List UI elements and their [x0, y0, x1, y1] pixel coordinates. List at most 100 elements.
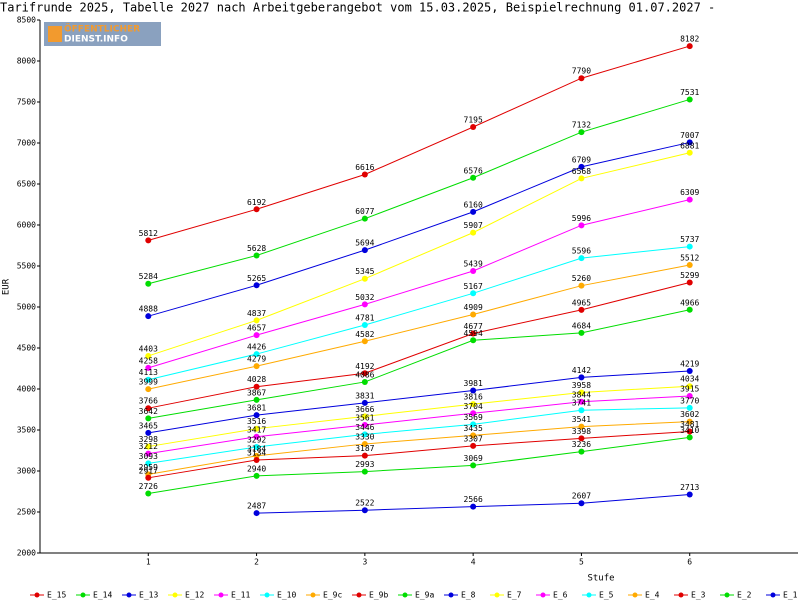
data-point — [361, 413, 368, 420]
data-point — [361, 321, 368, 328]
legend-label: E_15 — [47, 591, 66, 600]
y-tick-label: 6000 — [17, 221, 36, 230]
value-label: 3569 — [464, 413, 483, 422]
value-label: 5299 — [680, 271, 699, 280]
value-label: 4142 — [572, 366, 591, 375]
legend-marker — [172, 592, 178, 598]
value-label: 5345 — [355, 267, 374, 276]
value-label: 4657 — [247, 324, 266, 333]
series-line — [148, 98, 690, 285]
legend-label: E_3 — [691, 591, 706, 600]
data-point — [145, 443, 152, 450]
value-label: 2487 — [247, 502, 266, 511]
data-point — [686, 392, 693, 399]
data-point — [578, 448, 585, 455]
y-tick-label: 2000 — [17, 549, 36, 558]
data-point — [253, 457, 260, 464]
series-line — [148, 421, 690, 475]
value-label: 3867 — [247, 388, 266, 397]
logo-icon — [48, 26, 62, 42]
value-label: 4888 — [139, 305, 158, 314]
data-point — [470, 387, 477, 394]
value-label: 3831 — [355, 391, 374, 400]
y-tick-label: 4000 — [17, 385, 36, 394]
data-point — [470, 432, 477, 439]
logo-text: DIENST.INFO — [64, 35, 128, 45]
legend-marker — [540, 592, 546, 598]
value-label: 3681 — [247, 404, 266, 413]
legend-label: E_9b — [369, 591, 388, 600]
data-point — [361, 431, 368, 438]
data-point — [578, 75, 585, 82]
value-label: 4684 — [572, 321, 591, 330]
legend-label: E_10 — [277, 591, 296, 600]
value-label: 3069 — [464, 454, 483, 463]
legend-marker — [770, 592, 776, 598]
y-tick-label: 3000 — [17, 467, 36, 476]
value-label: 3981 — [464, 379, 483, 388]
value-label: 3666 — [355, 405, 374, 414]
logo-text: ÖFFENTLICHER — [64, 24, 140, 35]
y-tick-label: 5000 — [17, 303, 36, 312]
data-point — [253, 206, 260, 213]
data-point — [253, 332, 260, 339]
data-point — [686, 368, 693, 375]
value-label: 3766 — [139, 397, 158, 406]
data-point — [470, 410, 477, 417]
data-point — [145, 429, 152, 436]
series-line — [148, 309, 690, 419]
legend-marker — [126, 592, 132, 598]
data-point — [470, 290, 477, 297]
value-label: 4034 — [680, 375, 699, 384]
legend-label: E_14 — [93, 591, 112, 600]
data-point — [145, 352, 152, 359]
value-label: 3642 — [139, 407, 158, 416]
series-line — [148, 246, 690, 381]
data-point — [361, 468, 368, 475]
value-label: 5812 — [139, 229, 158, 238]
value-label: 7531 — [680, 88, 699, 97]
series-line — [148, 436, 690, 494]
x-tick-label: 6 — [687, 558, 692, 567]
value-label: 3958 — [572, 381, 591, 390]
legend-marker — [632, 592, 638, 598]
value-label: 6309 — [680, 188, 699, 197]
data-point — [578, 407, 585, 414]
data-point — [686, 196, 693, 203]
data-point — [253, 396, 260, 403]
x-tick-label: 1 — [146, 558, 151, 567]
legend-marker — [448, 592, 454, 598]
value-label: 3236 — [572, 440, 591, 449]
value-label: 5167 — [464, 282, 483, 291]
value-label: 3481 — [680, 420, 699, 429]
value-label: 2993 — [355, 460, 374, 469]
data-point — [470, 268, 477, 275]
series-line — [148, 199, 690, 369]
series-line — [148, 385, 690, 448]
data-point — [145, 376, 152, 383]
data-point — [686, 428, 693, 435]
data-point — [253, 472, 260, 479]
value-label: 5596 — [572, 247, 591, 256]
value-label: 2566 — [464, 495, 483, 504]
logo: ÖFFENTLICHER DIENST.INFO — [44, 22, 161, 46]
data-point — [578, 374, 585, 381]
legend-label: E_5 — [599, 591, 614, 600]
value-label: 2522 — [355, 499, 374, 508]
series-line — [148, 141, 690, 317]
data-point — [253, 425, 260, 432]
data-point — [470, 311, 477, 318]
value-label: 5512 — [680, 254, 699, 263]
data-point — [361, 247, 368, 254]
series-line — [148, 152, 690, 357]
data-point — [470, 337, 477, 344]
data-point — [578, 175, 585, 182]
data-point — [253, 282, 260, 289]
x-tick-label: 2 — [254, 558, 259, 567]
value-label: 3516 — [247, 417, 266, 426]
logo-box — [44, 22, 161, 46]
series-line — [148, 431, 690, 479]
value-label: 3816 — [464, 393, 483, 402]
y-tick-label: 5500 — [17, 262, 36, 271]
value-label: 3187 — [355, 444, 374, 453]
